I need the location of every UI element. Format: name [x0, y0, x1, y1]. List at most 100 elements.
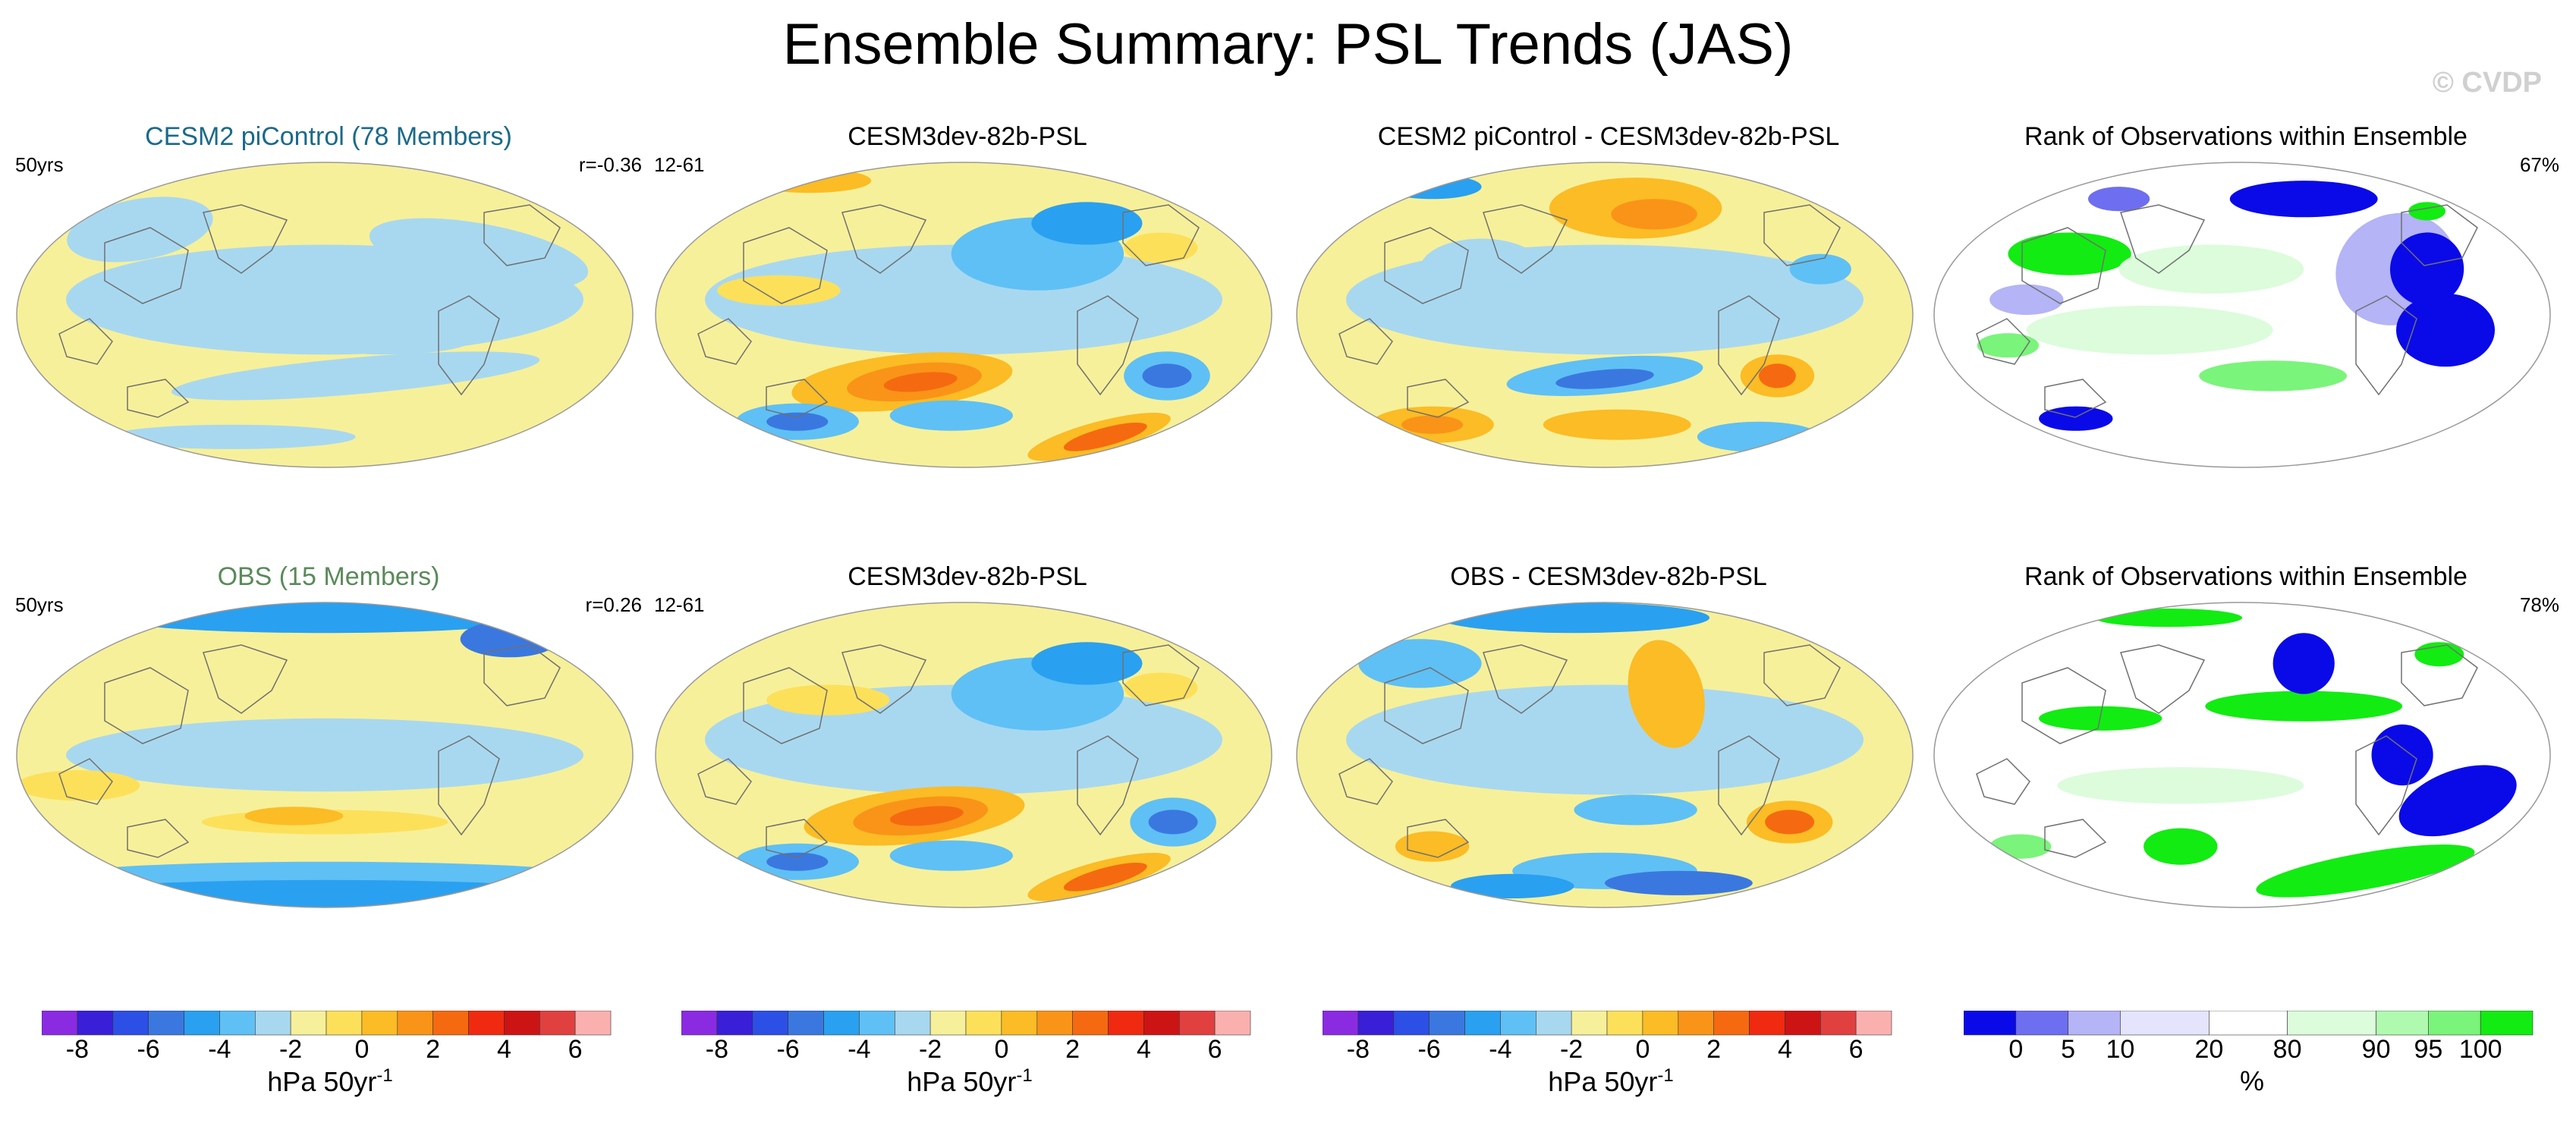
trend-region-14	[1142, 363, 1192, 388]
colorbar-swatch	[1001, 1011, 1038, 1036]
coastline	[1407, 379, 1470, 418]
map-border	[1296, 162, 1914, 468]
trend-region-2	[1628, 640, 1705, 748]
trend-region-9	[1605, 870, 1753, 895]
trend-region-6	[1555, 369, 1654, 389]
map-border	[1933, 162, 2551, 468]
trend-region-7	[889, 806, 964, 826]
colorbar-swatch	[42, 1011, 78, 1036]
colorbar-swatch	[2120, 1011, 2210, 1036]
panel-left-label: 12-61	[654, 153, 705, 176]
panel-right-label: r=-0.36	[578, 153, 642, 176]
colorbar-unit-label: %	[2239, 1065, 2264, 1096]
colorbar-swatch	[2015, 1011, 2068, 1036]
colorbar-tick-label: 0	[2008, 1035, 2023, 1064]
trend-region-2	[1031, 202, 1143, 245]
coastline	[1338, 318, 1393, 365]
map-panel-6	[1296, 602, 1914, 908]
coastline	[2120, 204, 2206, 274]
colorbar-2: -8-6-4-202468hPa 50yr-1	[1323, 1011, 1899, 1109]
colorbar-swatch	[1357, 1011, 1395, 1036]
panel-title: CESM3dev-82b-PSL	[848, 562, 1087, 591]
trend-region-3	[1358, 639, 1482, 688]
map-border	[655, 162, 1272, 468]
coastline	[203, 644, 288, 714]
colorbar-tick-label: 4	[497, 1035, 511, 1064]
colorbar-swatch	[432, 1011, 469, 1036]
colorbar-swatch	[1571, 1011, 1608, 1036]
colorbar-swatch	[1820, 1011, 1857, 1036]
colorbar-tick-label: 2	[1706, 1035, 1721, 1064]
coastline	[2044, 379, 2107, 418]
map-panel-5	[655, 602, 1272, 908]
colorbar-swatch	[2480, 1011, 2534, 1036]
coastline	[1483, 644, 1568, 714]
colorbar-swatch	[1072, 1011, 1109, 1036]
trend-region-8	[17, 770, 140, 801]
colorbar-tick-label: 10	[2106, 1035, 2134, 1064]
colorbar-tick-label: 4	[1137, 1035, 1151, 1064]
panel-left-label: 50yrs	[15, 593, 64, 616]
colorbar-swatch	[752, 1011, 789, 1036]
coastline	[1122, 644, 1200, 706]
colorbar-unit-label: hPa 50yr-1	[1548, 1065, 1674, 1097]
trend-region-1	[1420, 238, 1543, 300]
trend-region-1	[67, 197, 213, 263]
colorbar-swatch	[1749, 1011, 1785, 1036]
rank-region-8	[2026, 305, 2273, 355]
colorbar-tick-label: 0	[1635, 1035, 1650, 1064]
colorbar-swatch	[1108, 1011, 1144, 1036]
colorbar-tick-label: 2	[426, 1035, 440, 1064]
trend-region-3	[1124, 232, 1198, 263]
trend-region-1	[1438, 602, 1709, 634]
colorbar-swatch	[1964, 1011, 2017, 1036]
map-border	[1933, 602, 2551, 908]
coastline	[58, 758, 113, 805]
rank-region-5	[2371, 724, 2433, 786]
map-border	[655, 602, 1272, 908]
colorbar-tick-label: 95	[2414, 1035, 2442, 1064]
map-border	[16, 602, 634, 908]
trend-region-15	[717, 275, 841, 306]
colorbar-tick-label: -8	[66, 1035, 89, 1064]
panel-title: Rank of Observations within Ensemble	[2024, 562, 2467, 591]
colorbar-tick-label: 6	[1849, 1035, 1864, 1064]
trend-region-5	[244, 807, 344, 826]
trend-region-0	[1346, 684, 1864, 795]
colorbar-swatch	[184, 1011, 220, 1036]
colorbar-tick-label: 6	[1208, 1035, 1222, 1064]
coastline	[1763, 204, 1841, 266]
colorbar-1: -8-6-4-202468hPa 50yr-1	[681, 1011, 1258, 1109]
coastline	[1384, 227, 1469, 304]
colorbar-swatch	[1393, 1011, 1430, 1036]
coastline	[743, 227, 828, 304]
colorbar-swatch	[574, 1011, 612, 1036]
colorbar-swatch	[929, 1011, 967, 1036]
coastline	[1763, 644, 1841, 706]
trend-region-3	[171, 351, 540, 401]
panel-right-label: r=0.26	[585, 593, 642, 616]
trend-region-2	[1031, 642, 1143, 685]
colorbar-3: 0 5 10 20 80 90 95 100%	[1964, 1011, 2540, 1109]
map-panel-7	[1933, 602, 2551, 908]
colorbar-swatch	[77, 1011, 114, 1036]
colorbar-swatch	[539, 1011, 576, 1036]
colorbar-tick-label: -2	[279, 1035, 302, 1064]
colorbar-swatch	[361, 1011, 398, 1036]
colorbar-unit-label: hPa 50yr-1	[907, 1065, 1033, 1097]
rank-region-9	[1977, 333, 2039, 358]
colorbar-swatch	[2209, 1011, 2288, 1036]
trend-region-9	[1063, 863, 1147, 892]
colorbar-swatch	[2068, 1011, 2121, 1036]
rank-region-3	[2272, 633, 2335, 694]
colorbar-tick-label: -4	[848, 1035, 870, 1064]
colorbar-swatch	[1178, 1011, 1216, 1036]
map-panel-container-7: Rank of Observations within Ensemble 78%	[1931, 561, 2561, 986]
colorbar-swatch	[2376, 1011, 2429, 1036]
colorbar-swatch	[965, 1011, 1002, 1036]
colorbar-swatch	[681, 1011, 718, 1036]
colorbar-unit-label: hPa 50yr-1	[267, 1065, 393, 1097]
rank-region-11	[1989, 834, 2052, 859]
colorbar-tick-label: -6	[1417, 1035, 1440, 1064]
coastline	[697, 758, 752, 805]
